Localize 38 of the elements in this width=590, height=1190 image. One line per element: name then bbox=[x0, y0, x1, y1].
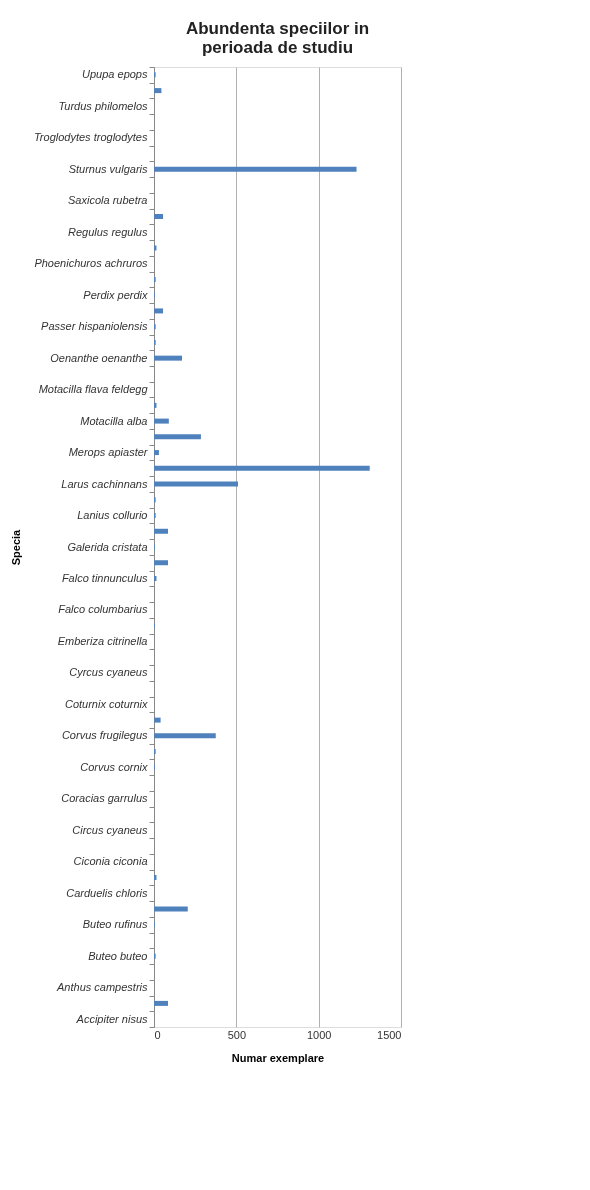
y-tick-label: Falco columbarius bbox=[58, 603, 148, 616]
y-tick-label: Oenanthe oenanthe bbox=[50, 351, 148, 364]
y-tick-label: Emberiza citrinella bbox=[57, 634, 148, 647]
y-tick-label: Perdix perdix bbox=[83, 288, 148, 301]
y-tick-label: Merops apiaster bbox=[68, 446, 149, 459]
y-tick-label: Lanius collurio bbox=[77, 509, 148, 522]
y-tick-label: Corvus frugilegus bbox=[61, 729, 148, 742]
x-tick-label: 0 bbox=[154, 1028, 161, 1041]
y-tick-label: Buteo rufinus bbox=[82, 918, 148, 931]
y-tick-label: Cyrcus cyaneus bbox=[69, 666, 148, 679]
y-axis-title: Specia bbox=[9, 528, 22, 566]
y-tick-label: Turdus philomelos bbox=[58, 99, 148, 112]
y-tick-label: Saxicola rubetra bbox=[68, 194, 148, 207]
x-tick-label: 1500 bbox=[377, 1028, 402, 1041]
y-tick-label: Coturnix coturnix bbox=[64, 697, 148, 710]
y-tick-label: Anthus campestris bbox=[56, 981, 148, 994]
y-tick-label: Phoenichuros achruros bbox=[34, 257, 148, 270]
x-tick-label: 500 bbox=[227, 1028, 247, 1041]
y-tick-label: Upupa epops bbox=[82, 68, 148, 81]
y-tick-label: Regulus regulus bbox=[68, 225, 148, 238]
y-tick-label: Coracias garrulus bbox=[61, 792, 148, 805]
x-axis-title: Numar exemplare bbox=[231, 1051, 325, 1064]
y-tick-label: Motacilla alba bbox=[80, 414, 148, 427]
x-tick-label: 1000 bbox=[306, 1028, 332, 1041]
y-tick-label: Circus cyaneus bbox=[72, 823, 148, 836]
y-tick-label: Buteo buteo bbox=[88, 949, 148, 962]
y-tick-label: Sturnus vulgaris bbox=[68, 162, 148, 175]
y-tick-label: Passer hispaniolensis bbox=[41, 320, 148, 333]
y-tick-label: Ciconia ciconia bbox=[73, 855, 148, 868]
y-tick-label: Carduelis chloris bbox=[66, 886, 148, 899]
y-tick-label: Falco tinnunculus bbox=[61, 571, 148, 584]
y-tick-label: Troglodytes troglodytes bbox=[33, 131, 148, 144]
y-tick-label: Corvus cornix bbox=[80, 760, 148, 773]
y-tick-label: Accipiter nisus bbox=[75, 1012, 148, 1025]
y-tick-label: Galerida cristata bbox=[67, 540, 148, 553]
y-tick-label: Larus cachinnans bbox=[61, 477, 148, 490]
chart-title: Abundenta speciilor in perioada de studiu bbox=[185, 19, 370, 57]
y-tick-label: Motacilla flava feldegg bbox=[38, 383, 149, 396]
